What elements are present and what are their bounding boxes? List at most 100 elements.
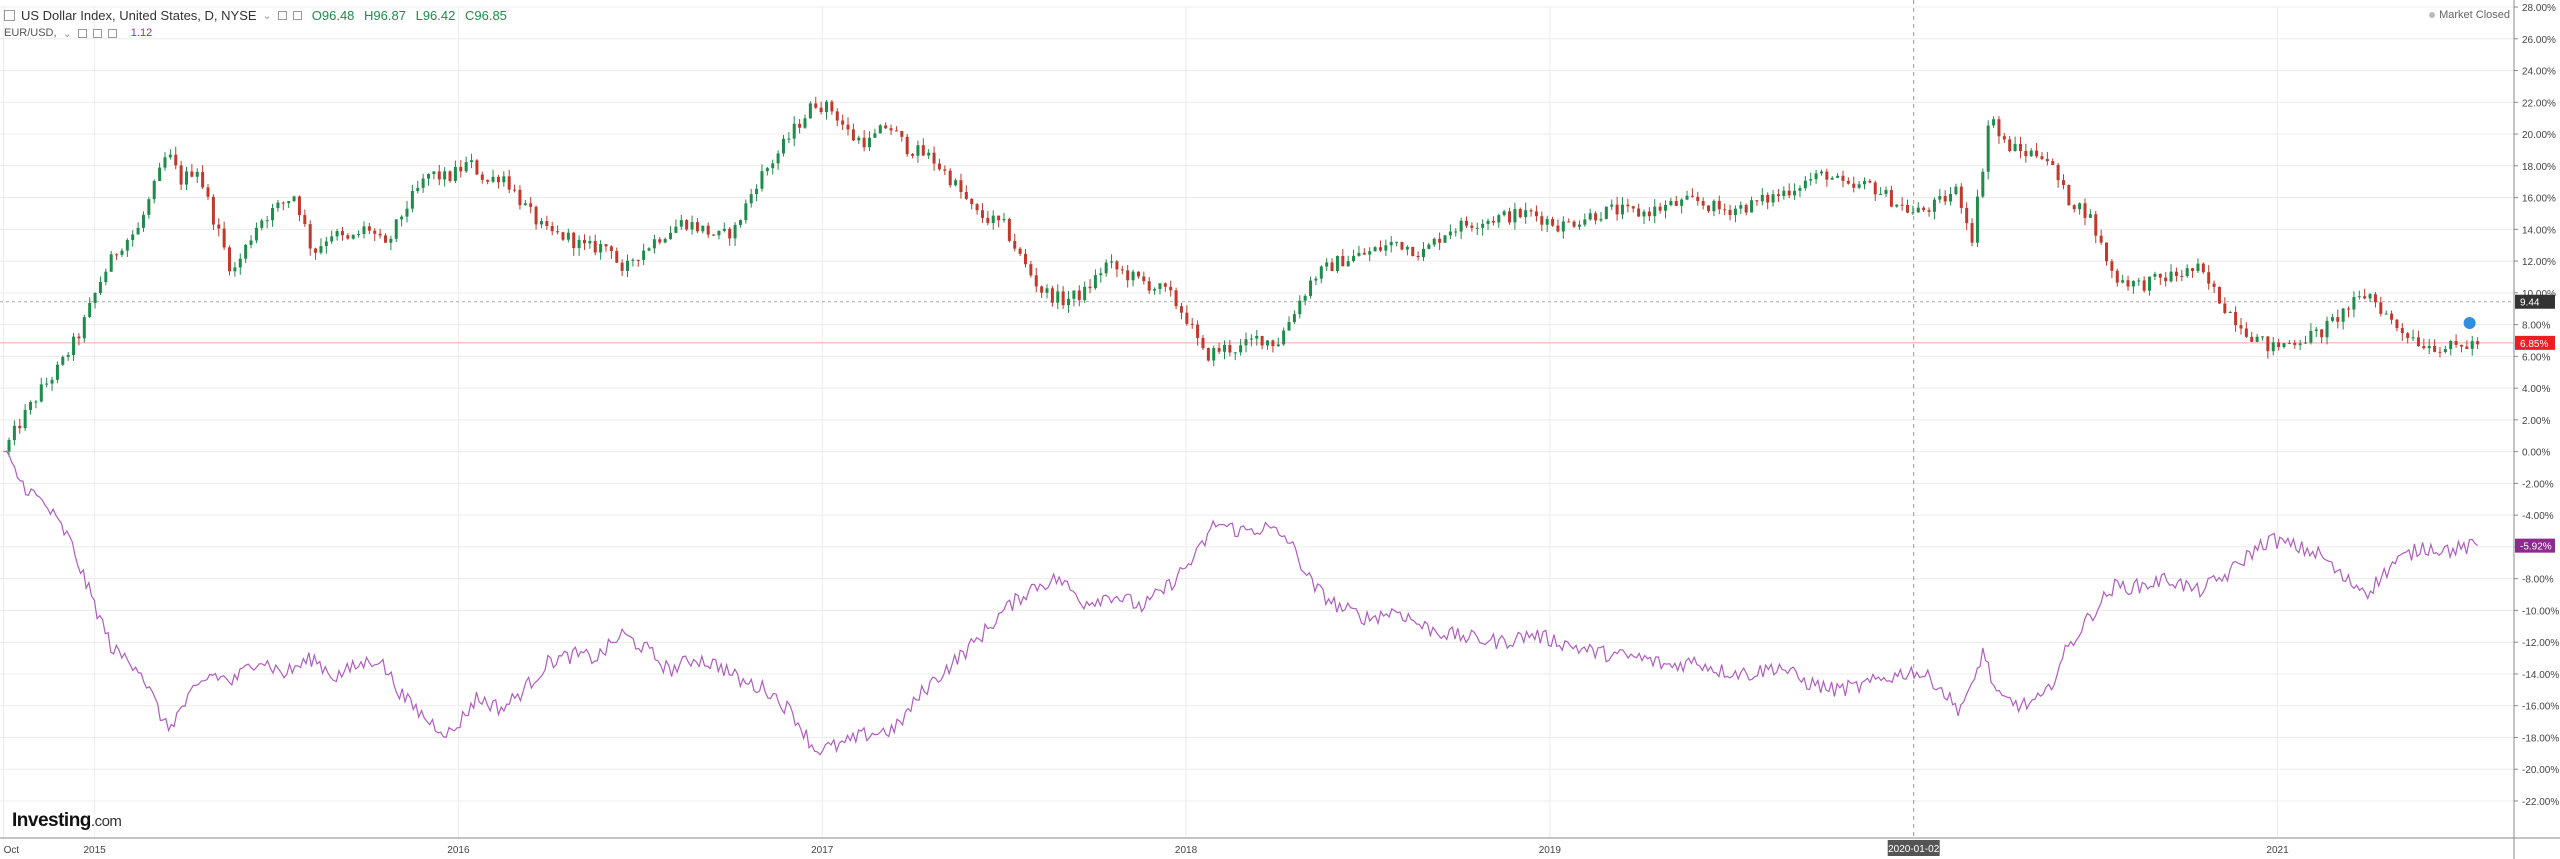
candle-up [760,164,764,192]
candle-down [1626,198,1630,213]
candle-down [1088,279,1092,294]
candle-up [738,219,742,228]
candle-up [120,248,124,258]
candle-up [1346,255,1350,267]
candle-up [1427,242,1431,250]
candle-down [2293,339,2297,349]
candle-up [1642,209,1646,224]
candle-up [2153,271,2157,281]
candle-up [1588,208,1592,221]
candle-down [1378,240,1382,253]
candle-up [2411,329,2415,341]
candle-down [884,122,888,130]
candle-up [29,400,33,415]
candle-up [443,167,447,187]
candle-up [1610,199,1614,210]
candle-down [1508,207,1512,225]
candle-up [1680,197,1684,214]
candle-down [2395,318,2399,332]
candle-down [1061,286,1065,309]
time-tick-label: 2016 [447,845,470,856]
candle-up [1255,329,1259,346]
candle-up [244,243,248,264]
candle-down [1120,265,1124,275]
chevron-down-icon[interactable]: ⌄ [262,9,272,22]
candle-up [2470,335,2474,356]
candle-up [2443,345,2447,354]
candle-down [932,146,936,171]
alert-icon[interactable] [2463,317,2476,330]
candle-down [297,195,301,222]
eye-icon[interactable] [77,28,87,38]
candle-down [1997,116,2001,144]
candle-up [1486,218,1490,230]
candle-down [609,245,613,259]
candle-down [1179,302,1183,320]
series-eurusd-line [3,450,2478,756]
candle-down [1631,205,1635,213]
candle-up [1513,202,1517,230]
candle-down [620,259,624,276]
candle-up [1760,188,1764,206]
candle-down [841,114,845,130]
candle-up [1932,197,1936,220]
collapse-icon[interactable] [4,9,15,21]
market-status: Market Closed [2429,9,2510,21]
candle-down [1841,170,1845,188]
candle-down [308,220,312,256]
candle-up [464,156,468,173]
time-tick-label: 2021 [2266,845,2289,856]
candle-up [2427,338,2431,355]
candle-down [921,138,925,157]
candle-up [787,132,791,144]
candle-down [2234,306,2238,332]
candle-up [857,135,861,144]
candle-down [964,185,968,201]
high-value: H96.87 [364,7,406,23]
candle-down [222,221,226,250]
candle-up [1911,205,1915,215]
candle-down [2277,338,2281,351]
candle-up [2078,202,2082,215]
candle-up [717,230,721,240]
gear-icon[interactable] [292,10,302,20]
price-tick-label: 4.00% [2522,384,2550,395]
candle-up [260,218,264,231]
candle-down [367,222,371,235]
candle-down [889,124,893,135]
candle-up [652,234,656,254]
close-icon[interactable] [107,28,117,38]
candle-down [2115,268,2119,287]
candle-up [66,351,70,361]
chevron-down-icon[interactable]: ⌄ [62,27,72,40]
candle-down [1034,267,1038,293]
candle-up [163,152,167,171]
logo-suffix: .com [90,813,122,830]
candle-down [480,171,484,184]
candle-up [400,215,404,227]
candle-down [1007,217,1011,243]
candle-down [228,245,232,276]
candle-up [663,237,667,244]
price-tick-label: 10.00% [2522,289,2556,300]
eye-icon[interactable] [277,10,287,20]
candle-up [1803,176,1807,191]
candle-down [1615,196,1619,221]
candle-up [1836,173,1840,179]
candle-up [1577,220,1581,230]
candle-up [93,292,97,309]
candle-up [357,230,361,238]
candle-up [141,211,145,232]
price-tick-label: 16.00% [2522,194,2556,205]
candle-up [808,101,812,119]
time-axis: Oct 2015 2016 2017 2018 2019 2021 [0,837,2560,856]
candle-up [1669,197,1673,207]
gear-icon[interactable] [92,28,102,38]
candle-up [1309,276,1313,299]
candle-up [1454,228,1458,237]
price-tick-label: -22.00% [2522,797,2559,808]
candle-up [1497,213,1501,228]
candle-down [1540,211,1544,232]
candle-down [2454,334,2458,348]
